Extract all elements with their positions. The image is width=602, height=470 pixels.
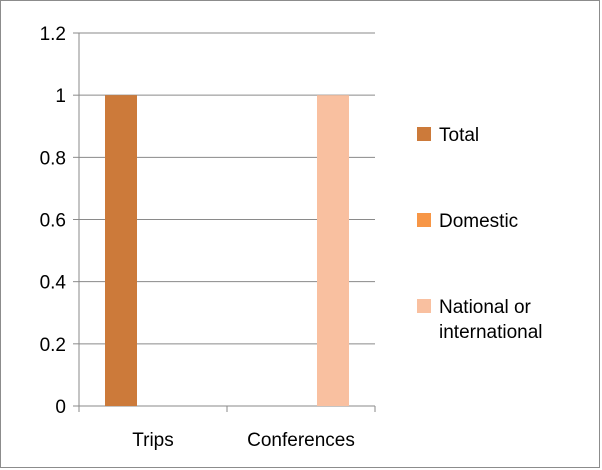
- y-tick-label: 0.2: [40, 335, 66, 356]
- x-tick-label: Conferences: [247, 430, 355, 451]
- y-tick-label: 0.8: [40, 148, 66, 169]
- legend-label: National or: [439, 297, 532, 318]
- y-tick-label: 1: [55, 86, 66, 107]
- legend-label: Domestic: [439, 211, 518, 232]
- legend-label: Total: [439, 125, 479, 146]
- bar-total: [105, 95, 137, 407]
- bar-national-or-international: [317, 95, 349, 407]
- legend-label: international: [439, 322, 543, 343]
- y-tick-label: 0.6: [40, 211, 66, 232]
- x-tick-label: Trips: [132, 430, 174, 451]
- y-tick-label: 1.2: [40, 24, 66, 45]
- legend-swatch: [417, 299, 431, 313]
- legend-swatch: [417, 127, 431, 141]
- y-tick-label: 0: [55, 397, 66, 418]
- legend-swatch: [417, 213, 431, 227]
- y-tick-label: 0.4: [40, 273, 67, 294]
